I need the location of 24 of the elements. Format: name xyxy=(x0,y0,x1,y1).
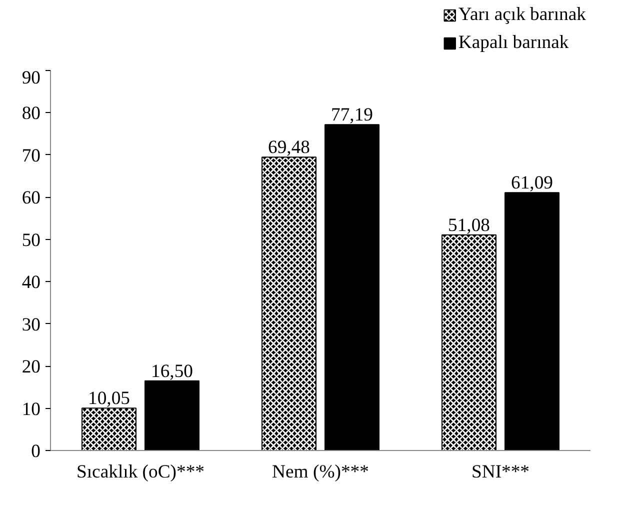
y-tick-label: 10 xyxy=(22,398,40,420)
y-tick-label: 90 xyxy=(22,68,40,88)
y-tick-label: 20 xyxy=(22,356,40,378)
text: 61,09 xyxy=(511,172,553,194)
y-tick-label: 0 xyxy=(31,441,40,462)
y-tick-label: 60 xyxy=(22,188,40,209)
legend-label: Yarı açık barınak xyxy=(458,4,586,26)
x-tick-label: Nem (%)*** xyxy=(272,462,369,482)
y-tick-label: 80 xyxy=(22,103,40,124)
text: 77,19 xyxy=(331,104,373,126)
bar xyxy=(324,124,380,450)
legend-label: Kapalı barınak xyxy=(458,32,569,54)
y-tick-label: 50 xyxy=(22,230,40,251)
x-tick-label: SNI*** xyxy=(471,462,530,482)
text: 69,48 xyxy=(268,137,310,158)
text: 51,08 xyxy=(448,214,490,236)
bar xyxy=(504,192,560,450)
text: 10,05 xyxy=(88,388,130,410)
x-tick-label: Sıcaklık (oC)*** xyxy=(76,462,205,482)
text: 16,50 xyxy=(151,360,193,382)
y-tick-label: 70 xyxy=(22,145,40,166)
y-tick-label: 30 xyxy=(22,314,40,336)
y-tick-label: 40 xyxy=(22,272,40,294)
bar xyxy=(144,380,200,450)
